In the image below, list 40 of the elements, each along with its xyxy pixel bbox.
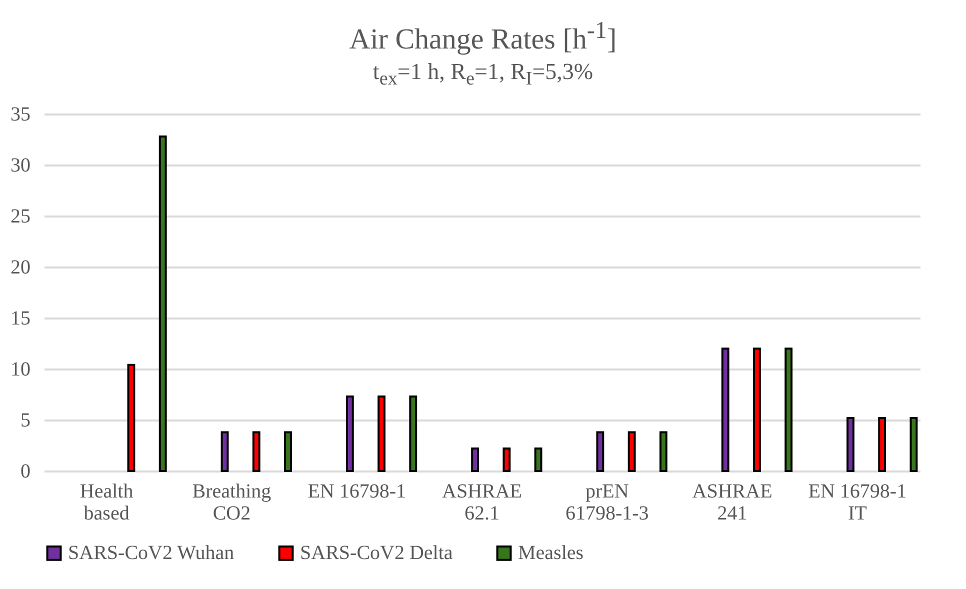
bar bbox=[409, 396, 418, 472]
y-tick-label: 10 bbox=[10, 358, 30, 381]
x-tick-label: Breathing CO2 bbox=[192, 480, 272, 525]
x-tick-label: EN 16798-1 bbox=[308, 480, 406, 503]
y-tick-label: 5 bbox=[20, 410, 30, 432]
y-tick-label: 20 bbox=[10, 256, 30, 279]
y-tick-label: 30 bbox=[10, 154, 30, 177]
bar bbox=[502, 448, 511, 472]
y-tick-label: 15 bbox=[10, 308, 30, 330]
legend-label: Measles bbox=[518, 542, 584, 564]
bar bbox=[628, 431, 636, 472]
bar bbox=[284, 431, 292, 472]
bar bbox=[784, 348, 793, 472]
x-tick-label: Health based bbox=[80, 480, 134, 525]
y-tick-label: 25 bbox=[10, 206, 30, 228]
bar bbox=[721, 348, 730, 472]
bar bbox=[220, 431, 229, 472]
legend-label: SARS-CoV2 Wuhan bbox=[68, 542, 234, 564]
bar bbox=[910, 417, 918, 472]
bar bbox=[534, 448, 542, 472]
bar bbox=[471, 448, 479, 472]
bar bbox=[158, 136, 167, 472]
x-tick-label: prEN 61798-1-3 bbox=[565, 480, 649, 525]
bar bbox=[659, 431, 668, 472]
bar bbox=[878, 417, 886, 472]
legend-label: SARS-CoV2 Delta bbox=[300, 542, 453, 564]
bar bbox=[752, 348, 761, 472]
bar bbox=[252, 431, 260, 472]
chart-title: Air Change Rates [h$^{-1}$] bbox=[348, 16, 618, 57]
x-tick-label: ASHRAE 62.1 bbox=[442, 480, 522, 525]
y-tick-label: 35 bbox=[10, 104, 30, 126]
y-tick-label: 0 bbox=[20, 460, 30, 483]
chart-subtitle: t$_{ex}$=1 h, R$_{e}$=1, R$_{I}$=5,3% bbox=[372, 58, 594, 92]
x-tick-label: EN 16798-1 IT bbox=[808, 480, 907, 525]
bar bbox=[378, 396, 386, 472]
bar bbox=[346, 396, 354, 472]
bar bbox=[596, 431, 604, 472]
bar bbox=[127, 364, 136, 472]
bar bbox=[846, 417, 854, 472]
x-tick-label: ASHRAE 241 bbox=[692, 480, 772, 525]
